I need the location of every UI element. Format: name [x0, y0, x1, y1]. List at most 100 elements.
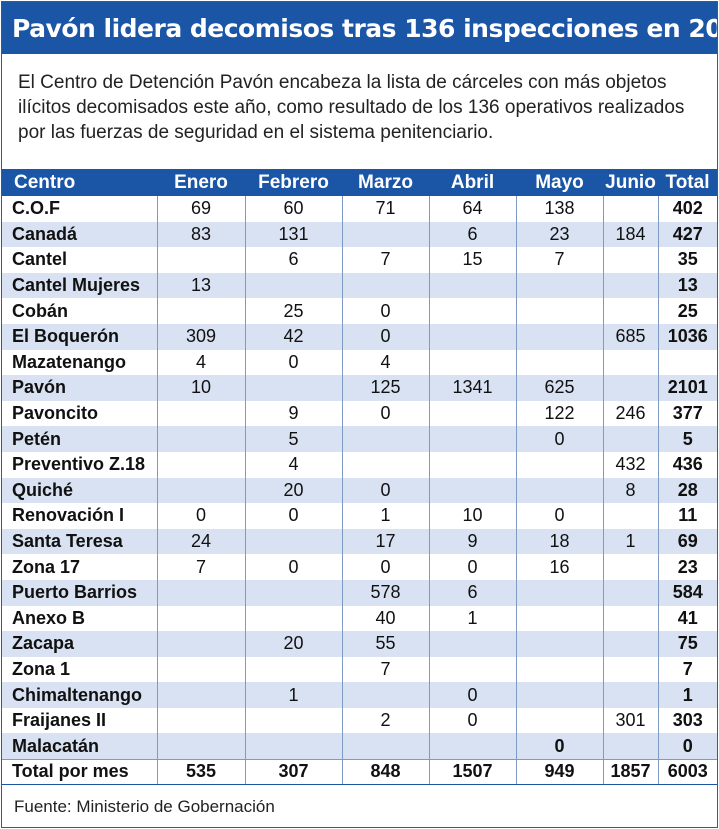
value-cell: 10 — [157, 375, 246, 401]
center-name-cell: Cantel — [2, 247, 158, 273]
table-row: C.O.F 69 60 71 64 138 402 — [2, 196, 717, 222]
value-cell — [603, 656, 659, 683]
value-cell — [603, 579, 659, 606]
center-name-cell: Chimaltenango — [2, 682, 158, 708]
month-total-cell: 1507 — [429, 758, 517, 786]
value-cell: 83 — [157, 221, 246, 248]
value-cell — [429, 349, 517, 376]
value-cell: 16 — [516, 554, 604, 580]
value-cell: 0 — [516, 503, 604, 529]
value-cell — [245, 733, 343, 760]
value-cell — [603, 426, 659, 452]
value-cell — [245, 375, 343, 401]
value-cell: 71 — [342, 196, 430, 222]
value-cell — [516, 272, 604, 299]
value-cell: 5 — [245, 426, 343, 452]
center-name-cell: Zona 1 — [2, 656, 158, 683]
center-name-cell: Cantel Mujeres — [2, 272, 158, 299]
table-row: Pavón 10 125 1341 625 2101 — [2, 375, 717, 401]
row-total-cell: 377 — [672, 403, 703, 424]
row-total-cell: 1 — [658, 682, 717, 708]
value-cell: 15 — [429, 247, 517, 273]
value-cell — [245, 656, 343, 683]
page-title: Pavón lidera decomisos tras 136 inspecci… — [2, 2, 717, 54]
value-cell: 1 — [342, 503, 430, 529]
center-name-cell: Malacatán — [2, 733, 158, 760]
value-cell — [245, 707, 343, 734]
value-cell: 625 — [516, 375, 604, 401]
value-cell: 42 — [245, 323, 343, 350]
value-cell: 125 — [342, 375, 430, 401]
value-cell — [157, 400, 246, 427]
value-cell: 69 — [157, 196, 246, 222]
value-cell: 7 — [342, 247, 430, 273]
table-row: Mazatenango 4 0 4 — [2, 349, 717, 376]
value-cell — [157, 682, 246, 708]
value-cell — [516, 631, 604, 657]
center-name-cell: Pavón — [2, 375, 158, 401]
value-cell: 1341 — [429, 375, 517, 401]
month-total-cell: 307 — [245, 758, 343, 786]
value-cell — [516, 298, 604, 324]
value-cell: 0 — [516, 426, 604, 452]
value-cell: 0 — [429, 707, 517, 734]
value-cell: 20 — [245, 477, 343, 504]
center-name-cell: Fraijanes II — [2, 707, 158, 734]
value-cell: 25 — [245, 298, 343, 324]
row-total-cell: 28 — [658, 477, 717, 504]
value-cell — [603, 605, 659, 632]
value-cell — [429, 451, 517, 478]
table-row: Pavoncito 9 0 122 246 377 — [2, 400, 717, 427]
value-cell — [429, 426, 517, 452]
value-cell — [342, 733, 430, 760]
value-cell: 7 — [157, 554, 246, 580]
intro-paragraph: El Centro de Detención Pavón encabeza la… — [18, 72, 685, 143]
row-total-cell: 13 — [658, 272, 717, 299]
value-cell: 578 — [342, 579, 430, 606]
value-cell — [429, 400, 517, 427]
value-cell: 64 — [429, 196, 517, 222]
value-cell: 7 — [342, 656, 430, 683]
totals-label-cell: Total por mes — [2, 758, 158, 786]
center-name-cell: Zona 17 — [2, 554, 158, 580]
value-cell — [429, 656, 517, 683]
center-name-cell: El Boquerón — [2, 323, 158, 350]
value-cell — [516, 707, 604, 734]
seizures-table: Centro Enero Febrero Marzo Abril Mayo Junio Tot… — [2, 169, 717, 786]
value-cell — [603, 298, 659, 324]
value-cell — [157, 707, 246, 734]
row-total-cell: 303 — [672, 710, 703, 731]
value-cell — [516, 682, 604, 708]
row-total-cell: 0 — [658, 733, 717, 760]
value-cell: 13 — [157, 272, 246, 299]
value-cell — [245, 605, 343, 632]
table-row: Fraijanes II 2 0 301 303 — [2, 707, 717, 734]
row-total-cell: 584 — [658, 579, 717, 606]
table-row: El Boquerón 309 42 0 685 1036 — [2, 323, 717, 350]
value-cell — [603, 375, 659, 401]
table-row: Canadá 83 131 6 23 184 427 — [2, 221, 717, 248]
value-cell: 20 — [245, 631, 343, 657]
table-row: Puerto Barrios 578 6 584 — [2, 579, 717, 606]
table-body: C.O.F 69 60 71 64 138 402 Canadá 83 131 6 23 184 427 C… — [2, 196, 717, 786]
row-total-cell: 69 — [658, 528, 717, 555]
value-cell — [516, 349, 604, 376]
value-cell — [429, 477, 517, 504]
column-header-abril: Abril — [429, 169, 516, 196]
center-name-cell: Petén — [2, 426, 158, 452]
value-cell — [603, 682, 659, 708]
value-cell: 0 — [342, 298, 430, 324]
value-cell — [245, 579, 343, 606]
value-cell: 9 — [245, 400, 343, 427]
row-total-cell: 35 — [677, 249, 698, 270]
value-cell — [429, 631, 517, 657]
table-row: Zacapa 20 55 75 — [2, 631, 717, 657]
value-cell — [516, 451, 604, 478]
value-cell: 4 — [342, 349, 430, 376]
table-row: Cantel 6 7 15 7 35 — [2, 247, 717, 273]
value-cell: 432 — [603, 451, 659, 478]
value-cell — [157, 298, 246, 324]
value-cell: 1 — [429, 605, 517, 632]
month-total-cell: 848 — [342, 758, 430, 786]
totals-row: Total por mes 535 307 848 1507 949 1857 6003 — [2, 758, 717, 786]
